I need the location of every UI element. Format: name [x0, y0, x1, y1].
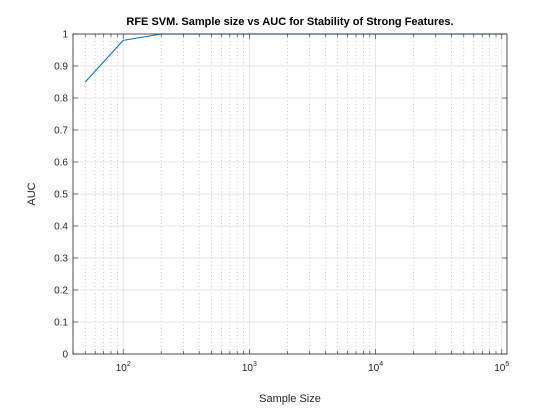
y-tick-label: 0.5	[54, 190, 68, 201]
y-axis-title: AUC	[26, 182, 38, 205]
grid	[72, 34, 507, 354]
y-tick-label: 0.7	[54, 126, 68, 137]
x-tick-label: 103	[242, 361, 257, 374]
y-tick-label: 0	[62, 350, 68, 361]
y-tick-label: 0.4	[54, 222, 68, 233]
y-tick-label: 1	[62, 30, 68, 41]
chart-title: RFE SVM. Sample size vs AUC for Stabilit…	[126, 16, 453, 28]
y-tick-label: 0.6	[54, 158, 68, 169]
ticks: 0 0.1 0.2 0.3 0.4 0.5 0.6 0.7 0.8 0.9 1 102 103 104 10…	[54, 30, 509, 375]
y-tick-label: 0.1	[54, 318, 68, 329]
y-tick-label: 0.9	[54, 62, 68, 73]
y-tick-label: 0.8	[54, 94, 68, 105]
x-tick-label: 102	[116, 361, 131, 374]
x-tick-label: 105	[494, 361, 509, 374]
x-tick-label: 104	[368, 361, 383, 374]
x-axis-title: Sample Size	[259, 393, 321, 405]
y-tick-label: 0.2	[54, 286, 68, 297]
y-tick-label: 0.3	[54, 254, 68, 265]
